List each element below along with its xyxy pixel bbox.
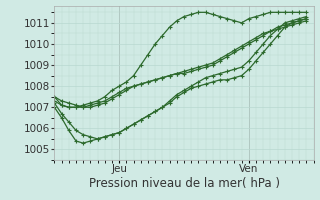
X-axis label: Pression niveau de la mer( hPa ): Pression niveau de la mer( hPa ) xyxy=(89,177,279,190)
